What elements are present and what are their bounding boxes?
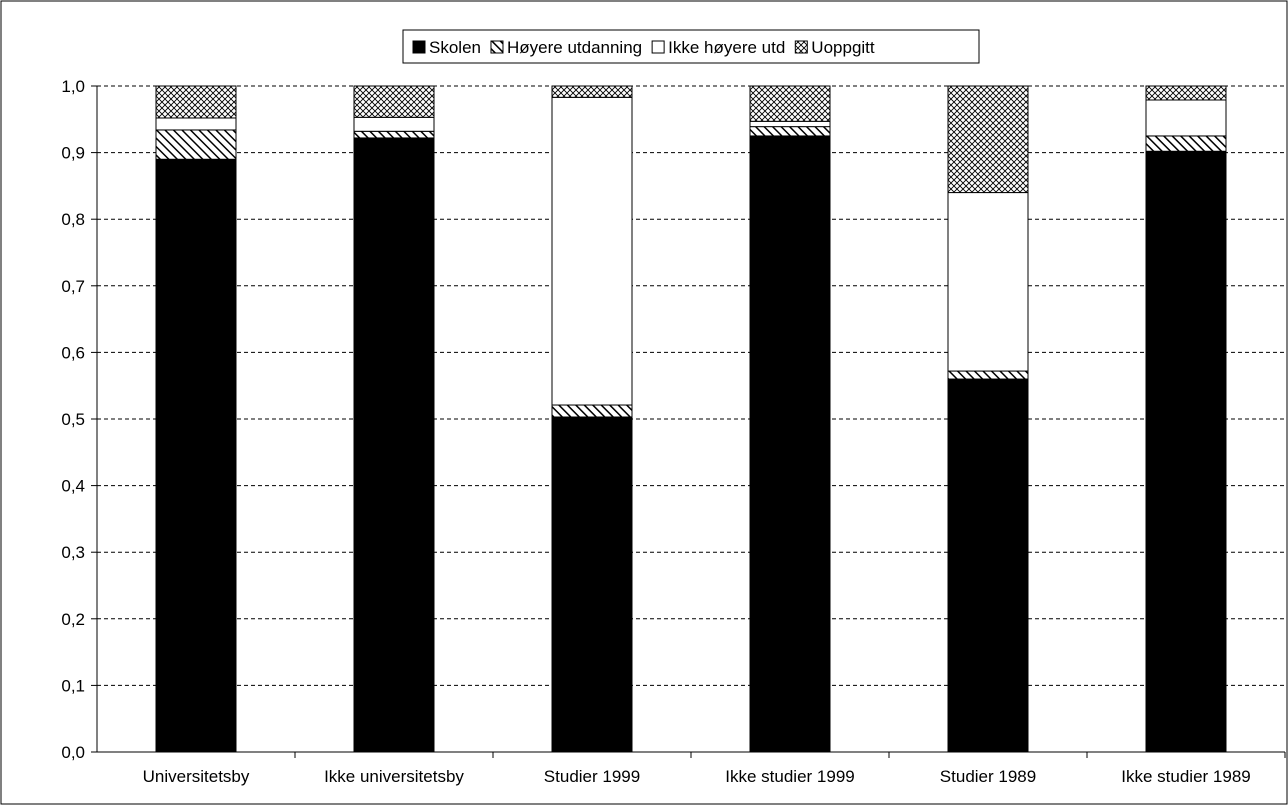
- x-tick-label: Ikke studier 1989: [1121, 767, 1250, 786]
- bar-segment: [1145, 99, 1227, 137]
- bar-segment: [1145, 135, 1227, 152]
- x-tick-label: Studier 1989: [940, 767, 1036, 786]
- legend-label: Skolen: [429, 38, 481, 57]
- x-tick-label: Universitetsby: [143, 767, 250, 786]
- bar-segment: [551, 85, 633, 98]
- y-tick-label: 0,2: [61, 610, 85, 629]
- bar-segment: [749, 126, 831, 137]
- bars: [155, 85, 1227, 753]
- legend-label: Høyere utdanning: [507, 38, 642, 57]
- x-tick-label: Studier 1999: [544, 767, 640, 786]
- bar-segment: [947, 370, 1029, 380]
- legend-swatch: [794, 40, 808, 54]
- y-tick-label: 0,9: [61, 144, 85, 163]
- legend-label: Uoppgitt: [811, 38, 875, 57]
- bar-segment: [749, 85, 831, 122]
- bar-segment: [1145, 150, 1227, 753]
- axes: 0,0 0,1 0,2 0,3 0,4 0,5 0,6 0,7 0,8 0,9 1,0 Univers…: [61, 77, 1286, 786]
- y-tick-label: 0,1: [61, 676, 85, 695]
- y-tick-label: 0,7: [61, 277, 85, 296]
- x-tick-label: Ikke studier 1999: [725, 767, 854, 786]
- bar-segment: [155, 129, 237, 160]
- y-tick-label: 1,0: [61, 77, 85, 96]
- gridlines: [97, 85, 1285, 686]
- bar-segment: [155, 158, 237, 753]
- bar-segment: [749, 135, 831, 753]
- y-tick-label: 0,5: [61, 410, 85, 429]
- legend-swatch: [490, 40, 504, 54]
- bar-segment: [155, 85, 237, 119]
- bar-segment: [353, 116, 435, 132]
- legend-label: Ikke høyere utd: [668, 38, 785, 57]
- bar-segment: [947, 378, 1029, 753]
- x-tick-label: Ikke universitetsby: [324, 767, 464, 786]
- bar-segment: [749, 120, 831, 128]
- legend: Skolen Høyere utdanning Ikke høyere utd Uop…: [402, 29, 980, 64]
- y-tick-label: 0,0: [61, 743, 85, 762]
- legend-swatch: [651, 40, 665, 54]
- bar-segment: [947, 192, 1029, 372]
- bar-segment: [947, 85, 1029, 194]
- bar-segment: [551, 416, 633, 753]
- bar-segment: [1145, 85, 1227, 101]
- bar-segment: [155, 117, 237, 131]
- y-tick-label: 0,6: [61, 343, 85, 362]
- y-tick-label: 0,3: [61, 543, 85, 562]
- y-tick-label: 0,8: [61, 210, 85, 229]
- bar-segment: [551, 96, 633, 406]
- bar-segment: [353, 85, 435, 118]
- bar-segment: [353, 130, 435, 139]
- bar-segment: [551, 404, 633, 418]
- y-tick-label: 0,4: [61, 477, 85, 496]
- legend-swatch: [412, 40, 426, 54]
- bar-segment: [353, 137, 435, 753]
